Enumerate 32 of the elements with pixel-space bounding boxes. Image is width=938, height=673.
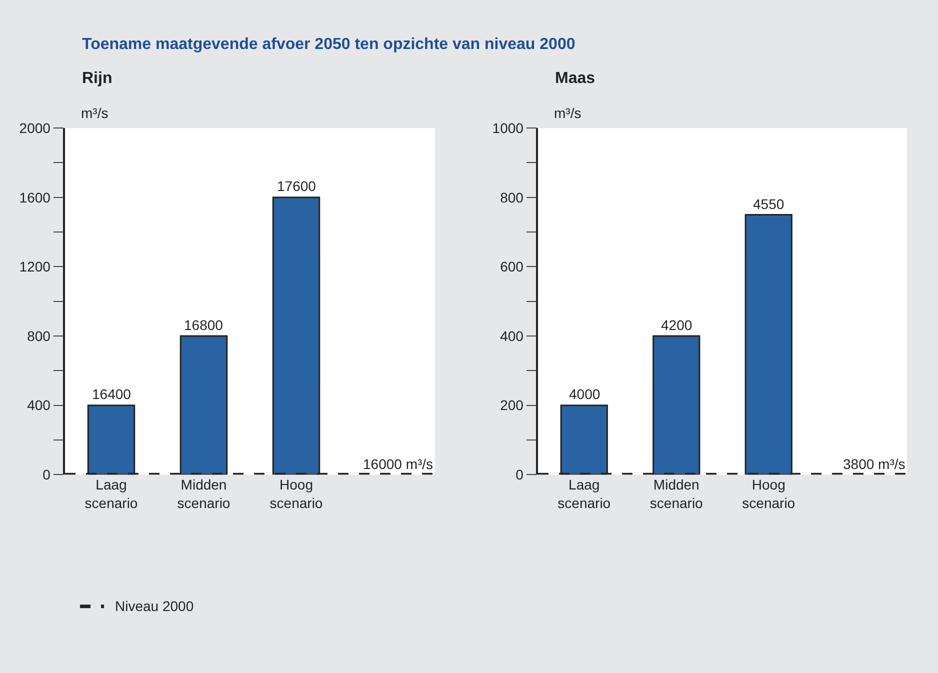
annotation: 16400	[92, 386, 132, 402]
x-tick-label: Laag scenario	[558, 476, 611, 511]
y-tick-label: 800	[27, 328, 51, 344]
annotation: 16800	[184, 317, 224, 333]
y-tick-label: 800	[500, 189, 524, 206]
annotation: 17600	[277, 178, 316, 194]
y-tick-label: 400	[27, 397, 51, 414]
y-tick-label: 1200	[19, 258, 51, 275]
x-tick-label: Laag scenario	[84, 476, 138, 511]
text: Niveau 2000	[115, 598, 194, 614]
y-axis-title: m³/s	[554, 105, 582, 121]
ref-line-label: 3800 m³/s	[843, 456, 906, 472]
y-tick-label: 200	[500, 397, 524, 414]
y-axis-title: m³/s	[81, 105, 108, 121]
y-tick-label: 0	[42, 466, 51, 483]
y-tick-label: 600	[500, 258, 524, 275]
x-tick-label: Hoog scenario	[742, 476, 796, 511]
x-tick-label: Midden scenario	[650, 476, 704, 511]
annotation: 4000	[569, 386, 600, 402]
annotation: 4550	[753, 196, 784, 212]
x-tick-label: Midden scenario	[177, 476, 230, 511]
y-tick-label: 0	[516, 466, 524, 483]
chart-subtitle: Maas	[555, 70, 596, 87]
chart-subtitle: Rijn	[82, 70, 112, 87]
ref-line-label: 16000 m³/s	[363, 456, 434, 472]
y-tick-label: 1600	[19, 189, 51, 206]
x-tick-label: Hoog scenario	[270, 476, 323, 511]
annotation: 4200	[661, 317, 692, 333]
y-tick-label: 400	[500, 328, 524, 344]
y-tick-label: 2000	[19, 120, 51, 136]
chart-title: Toename maatgevende afvoer 2050 ten opzichte van niveau 2000	[82, 36, 576, 53]
y-tick-label: 1000	[492, 120, 524, 136]
